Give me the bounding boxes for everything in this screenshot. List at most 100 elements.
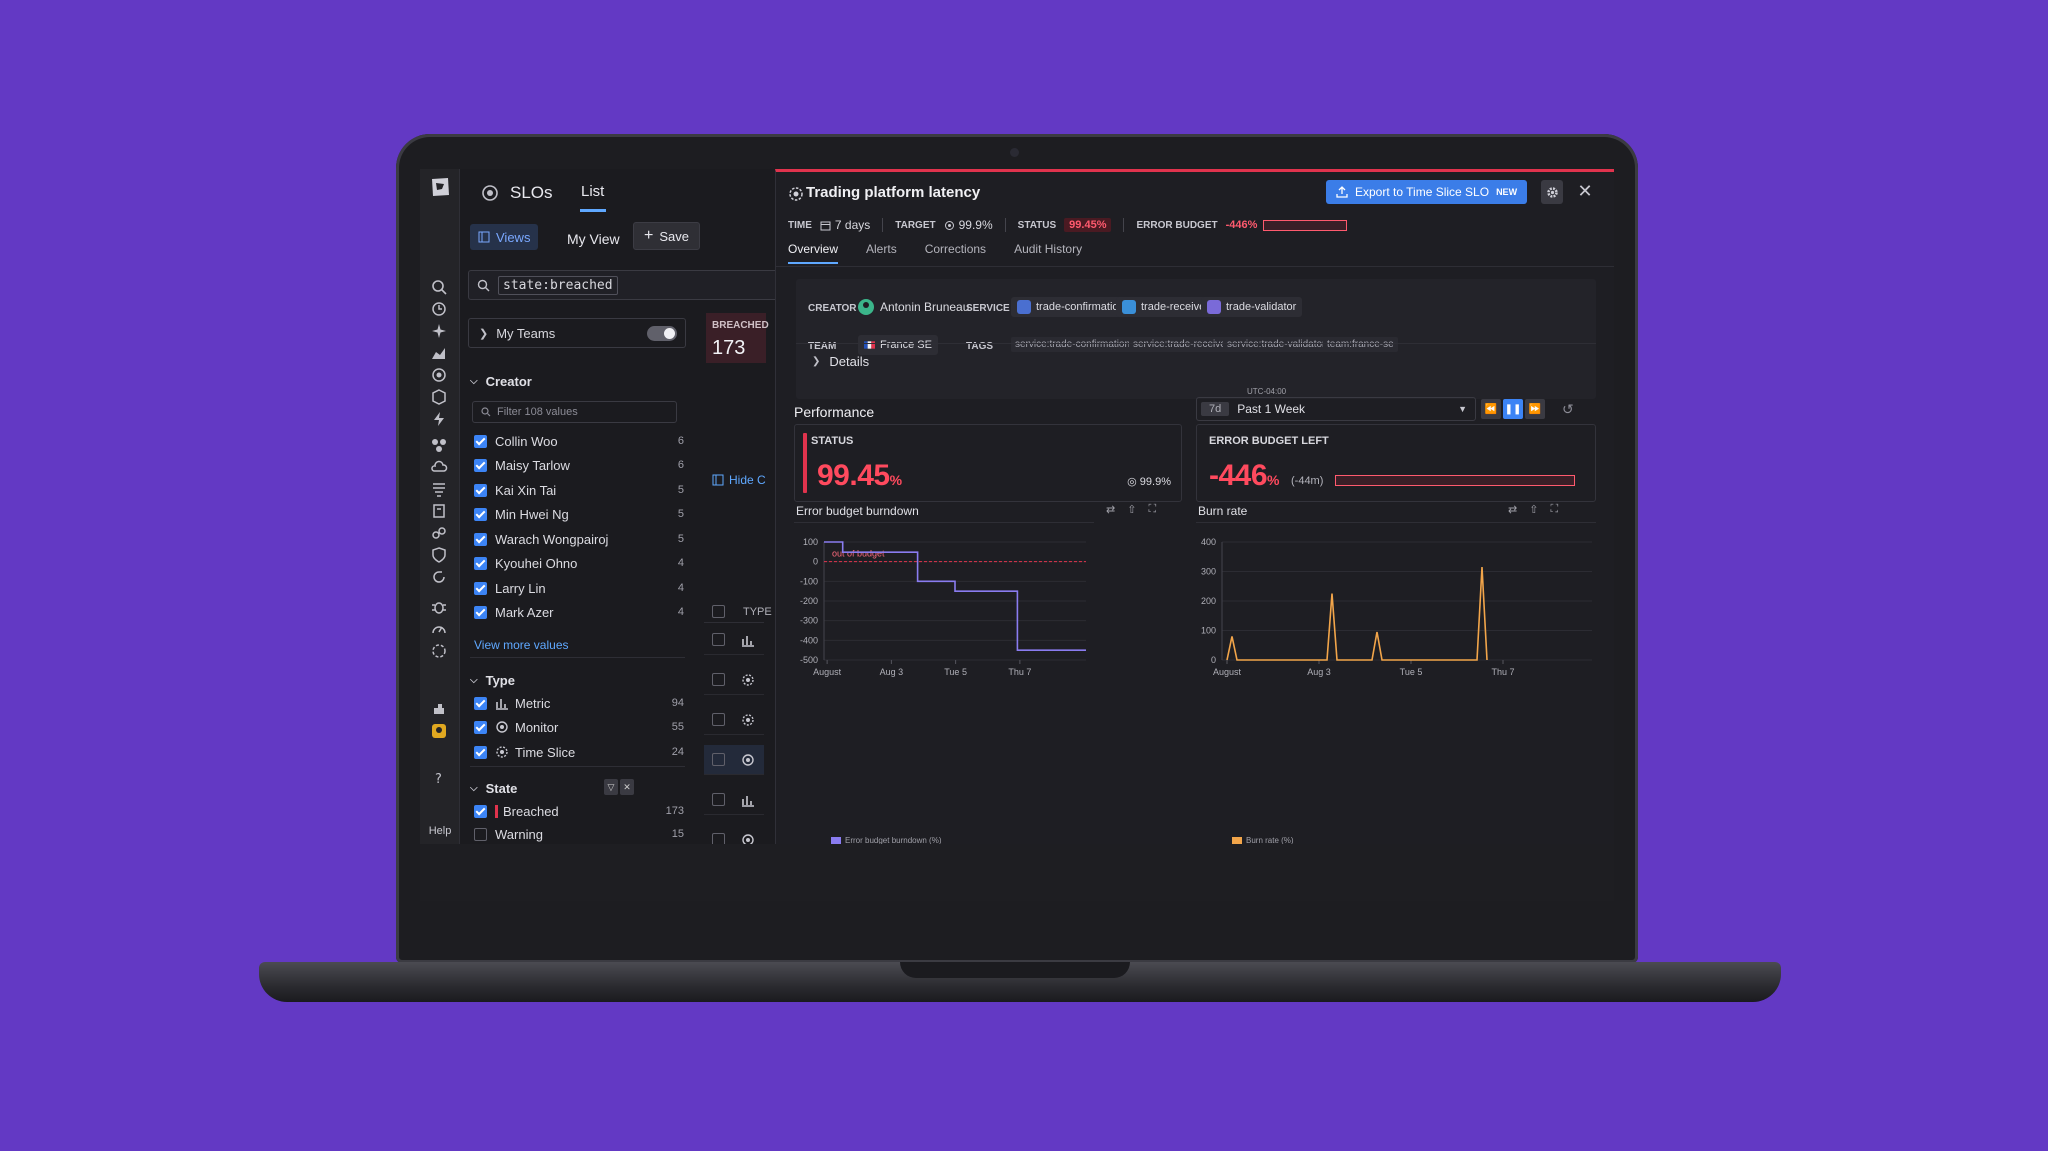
- checkbox[interactable]: [474, 434, 487, 448]
- tab-audit-history[interactable]: Audit History: [1014, 242, 1083, 256]
- forward-icon[interactable]: ⏩: [1525, 399, 1545, 419]
- checkbox[interactable]: [474, 804, 487, 818]
- type-column-header[interactable]: TYPE: [743, 605, 772, 618]
- creator-option[interactable]: Larry Lin 4: [474, 578, 684, 598]
- tag-chip[interactable]: service:trade-confirmation: [1011, 337, 1135, 352]
- current-view-name[interactable]: My View: [567, 231, 620, 247]
- tab-corrections[interactable]: Corrections: [924, 242, 987, 256]
- type-option[interactable]: Metric 94: [474, 693, 684, 713]
- checkbox[interactable]: [474, 483, 487, 497]
- breached-summary-card[interactable]: [706, 313, 766, 363]
- row-checkbox[interactable]: [712, 633, 725, 646]
- creator-filter-input[interactable]: Filter 108 values: [472, 401, 677, 423]
- tag-chip[interactable]: team:france-se: [1323, 337, 1398, 352]
- user-avatar-icon[interactable]: [430, 722, 448, 740]
- row-checkbox[interactable]: [712, 673, 725, 686]
- security-icon[interactable]: [430, 546, 448, 564]
- export-icon[interactable]: ⇧: [1529, 504, 1539, 516]
- creator-option[interactable]: Kai Xin Tai 5: [474, 480, 684, 500]
- gauge-icon[interactable]: [430, 620, 448, 638]
- help-label[interactable]: Help: [428, 825, 452, 837]
- view-more-values-link[interactable]: View more values: [474, 638, 569, 652]
- checkbox[interactable]: [474, 745, 487, 759]
- infrastructure-icon[interactable]: [430, 388, 448, 406]
- my-teams-toggle-row[interactable]: ❯ My Teams: [468, 318, 686, 348]
- type-option[interactable]: Time Slice 24: [474, 742, 684, 762]
- tab-list[interactable]: List: [581, 183, 605, 200]
- integrations-icon[interactable]: [430, 700, 448, 718]
- lightning-icon[interactable]: [430, 410, 448, 428]
- creator-value[interactable]: Antonin Bruneau: [858, 299, 969, 315]
- search-input[interactable]: state:breached: [468, 270, 788, 300]
- rewind-icon[interactable]: ⏪: [1481, 399, 1501, 419]
- state-option[interactable]: Warning 15: [474, 824, 684, 844]
- details-expander[interactable]: ❯ Details: [812, 354, 869, 369]
- table-row[interactable]: [704, 665, 764, 695]
- export-time-slice-button[interactable]: Export to Time Slice SLO NEW: [1326, 180, 1528, 204]
- tab-alerts[interactable]: Alerts: [866, 242, 897, 256]
- pause-icon[interactable]: ❚❚: [1503, 399, 1523, 419]
- close-icon[interactable]: ✕: [1577, 181, 1593, 201]
- sync-icon[interactable]: ⇄: [1508, 504, 1518, 516]
- logs-icon[interactable]: [430, 480, 448, 498]
- save-button[interactable]: + Save: [633, 222, 700, 250]
- workflow-icon[interactable]: [430, 642, 448, 660]
- sparkle-icon[interactable]: [430, 322, 448, 340]
- cloud-icon[interactable]: [430, 458, 448, 476]
- hide-controls-button[interactable]: Hide C: [712, 473, 766, 487]
- checkbox[interactable]: [474, 827, 487, 841]
- checkbox[interactable]: [474, 605, 487, 619]
- row-checkbox[interactable]: [712, 753, 725, 766]
- row-checkbox[interactable]: [712, 713, 725, 726]
- bug-icon[interactable]: [430, 598, 448, 616]
- creator-option[interactable]: Min Hwei Ng 5: [474, 504, 684, 524]
- tag-chip[interactable]: service:trade-receiver: [1129, 337, 1234, 352]
- creator-option[interactable]: Mark Azer 4: [474, 602, 684, 622]
- checkbox[interactable]: [474, 556, 487, 570]
- history-icon[interactable]: [430, 300, 448, 318]
- slo-icon[interactable]: [430, 366, 448, 384]
- service-chip[interactable]: trade-confirmation: [1011, 297, 1131, 317]
- checkbox[interactable]: [474, 507, 487, 521]
- checkbox[interactable]: [474, 581, 487, 595]
- tag-chip[interactable]: service:trade-validator: [1223, 337, 1330, 352]
- search-icon[interactable]: [430, 278, 448, 296]
- settings-button[interactable]: [1541, 180, 1563, 204]
- table-row[interactable]: [704, 785, 764, 815]
- type-facet-header[interactable]: ⌵ Type: [470, 673, 515, 688]
- fullscreen-icon[interactable]: ⛶: [1550, 503, 1559, 515]
- table-row[interactable]: [704, 705, 764, 735]
- creator-facet-header[interactable]: ⌵ Creator: [470, 374, 532, 389]
- sync-icon[interactable]: ⇄: [1106, 504, 1116, 516]
- row-checkbox[interactable]: [712, 793, 725, 806]
- creator-option[interactable]: Kyouhei Ohno 4: [474, 553, 684, 573]
- reset-icon[interactable]: ↺: [1562, 401, 1574, 417]
- team-chip[interactable]: France SE: [858, 335, 938, 355]
- dashboards-icon[interactable]: [430, 344, 448, 362]
- service-map-icon[interactable]: [430, 436, 448, 454]
- logo-icon[interactable]: [428, 175, 452, 199]
- type-option[interactable]: Monitor 55: [474, 717, 684, 737]
- help-icon[interactable]: ?: [430, 769, 448, 787]
- my-teams-switch[interactable]: [647, 326, 677, 341]
- creator-option[interactable]: Warach Wongpairoj 5: [474, 529, 684, 549]
- views-button[interactable]: Views: [470, 224, 539, 250]
- checkbox[interactable]: [474, 696, 487, 710]
- table-row[interactable]: [704, 625, 764, 655]
- fullscreen-icon[interactable]: ⛶: [1148, 503, 1157, 515]
- table-row-selected[interactable]: [704, 745, 764, 775]
- checkbox[interactable]: [474, 458, 487, 472]
- export-icon[interactable]: ⇧: [1127, 504, 1137, 516]
- search-query-token[interactable]: state:breached: [498, 275, 618, 295]
- filter-icon[interactable]: ▽: [604, 779, 618, 795]
- service-chip[interactable]: trade-validator: [1201, 297, 1303, 317]
- select-all-checkbox[interactable]: [712, 605, 725, 618]
- time-range-picker[interactable]: UTC-04:00 7d Past 1 Week ▼: [1196, 387, 1476, 421]
- sync-icon[interactable]: [430, 568, 448, 586]
- tab-overview[interactable]: Overview: [788, 242, 839, 264]
- notebook-icon[interactable]: [430, 502, 448, 520]
- checkbox[interactable]: [474, 532, 487, 546]
- creator-option[interactable]: Maisy Tarlow 6: [474, 455, 684, 475]
- state-option[interactable]: Breached 173: [474, 801, 684, 821]
- creator-option[interactable]: Collin Woo 6: [474, 431, 684, 451]
